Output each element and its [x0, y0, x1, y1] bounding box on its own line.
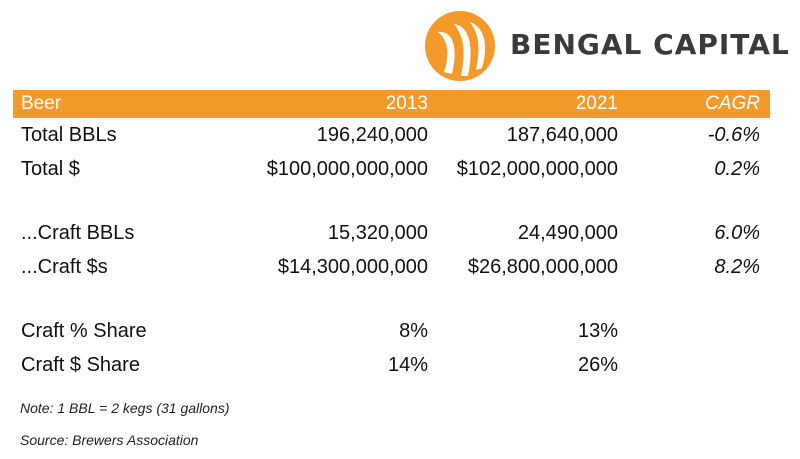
row-value-2021: 26%	[577, 353, 618, 376]
brand-name: BENGAL CAPITAL	[510, 28, 790, 61]
row-value-2013: 8%	[399, 319, 428, 342]
row-value-2013: 15,320,000	[327, 221, 428, 244]
row-label: Total $	[21, 157, 80, 180]
bengal-claw-logo-icon	[425, 11, 495, 81]
table-row-total-dollars: Total $ $100,000,000,000 $102,000,000,00…	[13, 152, 770, 186]
row-value-2013: 14%	[387, 353, 428, 376]
header-cagr: CAGR	[705, 93, 760, 114]
row-value-cagr: 8.2%	[714, 255, 760, 278]
row-value-2021: 187,640,000	[506, 123, 618, 146]
brand-logo: BENGAL CAPITAL	[424, 10, 789, 82]
row-label: ...Craft BBLs	[21, 221, 135, 244]
beer-data-table: Beer 2013 2021 CAGR Total BBLs 196,240,0…	[13, 90, 770, 382]
header-2021: 2021	[575, 93, 618, 114]
table-row-total-bbls: Total BBLs 196,240,000 187,640,000 -0.6%	[13, 118, 770, 152]
footnote-source: Source: Brewers Association	[20, 432, 199, 448]
row-value-cagr: -0.6%	[707, 123, 760, 146]
row-value-cagr: 6.0%	[714, 221, 760, 244]
row-value-2021: 13%	[577, 319, 618, 342]
row-label: Craft $ Share	[21, 353, 140, 376]
footnote-bbl: Note: 1 BBL = 2 kegs (31 gallons)	[20, 400, 230, 416]
row-label: Craft % Share	[21, 319, 147, 342]
header-label: Beer	[21, 93, 62, 114]
row-value-cagr: 0.2%	[714, 157, 760, 180]
row-spacer	[13, 284, 770, 314]
table-row-craft-bbls: ...Craft BBLs 15,320,000 24,490,000 6.0%	[13, 216, 770, 250]
row-label: ...Craft $s	[21, 255, 108, 278]
row-value-2013: $14,300,000,000	[277, 255, 428, 278]
row-spacer	[13, 186, 770, 216]
header-2013: 2013	[385, 93, 428, 114]
table-row-craft-dollar-share: Craft $ Share 14% 26%	[13, 348, 770, 382]
row-label: Total BBLs	[21, 123, 117, 146]
row-value-2021: 24,490,000	[517, 221, 618, 244]
row-value-2013: $100,000,000,000	[266, 157, 428, 180]
table-row-craft-pct-share: Craft % Share 8% 13%	[13, 314, 770, 348]
table-row-craft-dollars: ...Craft $s $14,300,000,000 $26,800,000,…	[13, 250, 770, 284]
row-value-2013: 196,240,000	[316, 123, 428, 146]
row-value-2021: $102,000,000,000	[456, 157, 618, 180]
row-value-2021: $26,800,000,000	[467, 255, 618, 278]
table-header-row: Beer 2013 2021 CAGR	[13, 90, 770, 118]
